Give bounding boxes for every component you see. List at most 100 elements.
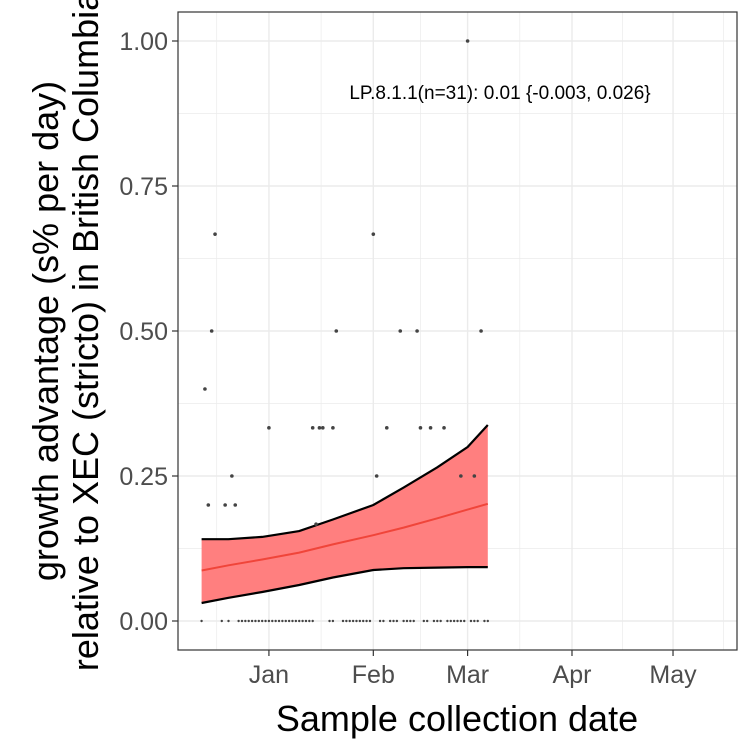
data-point [425,619,429,623]
confidence-ribbon [201,425,488,603]
data-point [473,619,476,623]
data-point [244,619,247,623]
data-point [476,619,479,623]
data-point [459,474,463,478]
data-point [483,619,486,623]
data-point [310,426,315,430]
x-tick-label: May [649,661,697,689]
data-point [486,619,490,623]
data-point [422,619,426,623]
y-axis-title-line-2: relative to XEC (stricto) in British Col… [65,0,106,671]
x-tick-label: Feb [352,661,395,689]
data-point [405,619,409,623]
data-point [274,619,277,623]
data-point [469,619,473,623]
data-point [284,619,287,623]
data-point [345,619,348,623]
data-point [271,619,274,623]
data-point [465,39,470,43]
data-point [459,619,463,623]
data-point [314,522,318,526]
y-tick-label: 0.00 [119,608,168,636]
data-point [334,329,339,333]
data-point [331,619,335,623]
data-point [452,619,456,623]
data-point [382,619,385,623]
data-point [402,619,405,623]
data-point [257,619,261,623]
data-point [428,426,433,430]
data-point [321,426,325,430]
data-point [200,619,203,623]
data-point [355,619,358,623]
data-point [260,619,264,623]
data-point [384,426,389,430]
data-point [432,619,436,623]
data-point [439,619,442,623]
data-point [472,474,477,478]
data-point [415,329,419,333]
data-point [412,619,415,623]
data-point [351,619,355,623]
ribbon-lower-edge [201,566,488,605]
data-point [230,474,234,478]
data-point [456,619,459,623]
data-point [368,619,372,623]
data-point [267,619,271,623]
annotation-label: LP.8.1.1(n=31): 0.01 {-0.003, 0.026} [349,83,650,104]
x-axis: Jan Feb Mar Apr May [249,650,697,689]
y-axis: 0.00 0.25 0.50 0.75 1.00 [119,28,178,636]
data-point [213,232,217,236]
data-point [348,619,351,623]
data-point [365,619,368,623]
data-point [371,232,376,236]
x-axis-title: Sample collection date [276,698,638,739]
data-point [392,619,395,623]
data-point [362,619,365,623]
data-point [418,426,423,430]
y-axis-title-line-1: growth advantage (s% per day) [25,81,66,581]
data-point [409,619,412,623]
fit-line [201,502,489,572]
y-tick-label: 0.75 [119,173,168,201]
y-tick-label: 0.50 [119,318,168,346]
data-point [374,474,379,478]
data-point [446,619,449,623]
data-point [250,619,254,623]
data-point [311,619,314,623]
data-point [233,503,238,507]
data-point [436,619,439,623]
data-point [395,619,399,623]
data-point [442,426,446,430]
data-point [298,619,301,623]
x-tick-label: Mar [446,661,489,689]
data-point [358,619,362,623]
data-point [277,619,281,623]
data-point [223,503,227,507]
data-point [240,619,244,623]
data-point [220,619,223,623]
data-point [287,619,291,623]
data-point [341,619,345,623]
data-point [203,387,207,391]
data-point [479,329,483,333]
data-point [328,619,331,623]
data-point [264,619,267,623]
y-tick-label: 1.00 [119,28,168,56]
ribbon-upper-edge [201,424,489,541]
data-point [449,619,452,623]
y-tick-label: 0.25 [119,463,168,491]
data-point [206,503,211,507]
data-point [378,619,382,623]
x-tick-label: Jan [249,661,289,689]
data-point [301,619,304,623]
data-point [398,329,403,333]
data-point [291,619,294,623]
data-point [308,619,311,623]
data-point [227,619,230,623]
x-tick-label: Apr [553,661,592,689]
data-point [463,619,466,623]
data-point [247,619,250,623]
data-point [317,426,322,430]
